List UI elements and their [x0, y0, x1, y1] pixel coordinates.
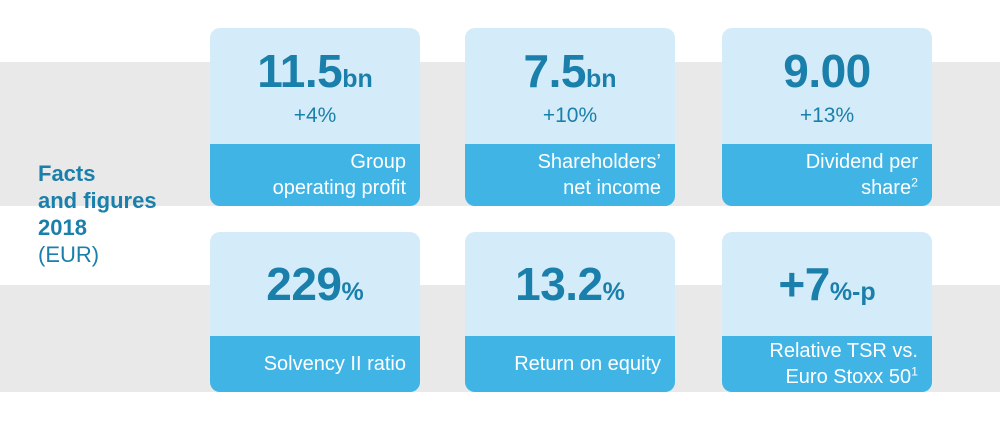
title-line-1: Facts	[38, 161, 96, 186]
kpi-value-area: 9.00 +13%	[722, 28, 932, 144]
kpi-label-line-1: Solvency II ratio	[263, 353, 406, 375]
kpi-label-line-1: Return on equity	[514, 353, 661, 375]
title-currency: (EUR)	[38, 242, 100, 267]
kpi-value-area: 7.5bn +10%	[465, 28, 675, 144]
kpi-value-line: 229%	[266, 257, 363, 311]
kpi-unit: %	[602, 278, 625, 306]
kpi-label-line-2-text: Euro Stoxx 50	[785, 366, 912, 388]
kpi-value-area: 11.5bn +4%	[210, 28, 420, 144]
kpi-unit: bn	[585, 65, 617, 93]
kpi-card-dividend-per-share: 9.00 +13% Dividend per share2	[722, 28, 932, 206]
kpi-delta: +4%	[293, 104, 337, 127]
kpi-label-footnote: 1	[911, 364, 918, 379]
kpi-label-line-2: net income	[563, 175, 661, 201]
kpi-unit: bn	[342, 65, 373, 93]
kpi-unit: %	[341, 278, 364, 306]
kpi-value: 11.5	[257, 45, 343, 97]
kpi-card-shareholders-net-income: 7.5bn +10% Shareholders’ net income	[465, 28, 675, 206]
kpi-label-line-2: operating profit	[273, 175, 406, 201]
kpi-label-line-1: Shareholders’	[537, 151, 661, 173]
kpi-label-line-2-text: share	[861, 177, 912, 199]
kpi-label-line-1: Group	[350, 151, 406, 173]
kpi-value-line: 7.5bn	[524, 44, 617, 98]
kpi-value: 229	[266, 258, 342, 310]
kpi-label-line-2-text: operating profit	[272, 177, 406, 199]
kpi-value-line: 11.5bn	[257, 44, 373, 98]
kpi-label: Shareholders’ net income	[465, 144, 675, 206]
kpi-label: Solvency II ratio	[210, 336, 420, 392]
kpi-value-line: 13.2%	[515, 257, 625, 311]
kpi-label: Group operating profit	[210, 144, 420, 206]
kpi-value: 7.5	[523, 45, 587, 97]
kpi-label-line-1: Dividend per	[805, 151, 918, 173]
kpi-value-area: 229%	[210, 232, 420, 336]
kpi-unit: %-p	[829, 278, 876, 306]
slide-title: Facts and figures 2018 (EUR)	[38, 160, 157, 268]
kpi-label-line-2: Euro Stoxx 501	[785, 364, 918, 390]
kpi-card-solvency-ratio: 229% Solvency II ratio	[210, 232, 420, 392]
kpi-delta: +10%	[542, 104, 598, 127]
kpi-card-group-operating-profit: 11.5bn +4% Group operating profit	[210, 28, 420, 206]
kpi-value-area: 13.2%	[465, 232, 675, 336]
kpi-label-line-1: Relative TSR vs.	[769, 340, 918, 362]
kpi-label-footnote: 2	[911, 175, 918, 190]
kpi-label: Dividend per share2	[722, 144, 932, 206]
kpi-value: +7	[778, 258, 830, 310]
kpi-value: 13.2	[515, 258, 603, 310]
kpi-label-line-2: share2	[861, 175, 918, 201]
kpi-card-relative-tsr: +7%-p Relative TSR vs. Euro Stoxx 501	[722, 232, 932, 392]
title-line-2: and figures	[38, 188, 157, 213]
kpi-delta: +13%	[799, 104, 855, 127]
title-line-3: 2018	[38, 215, 87, 240]
kpi-label: Relative TSR vs. Euro Stoxx 501	[722, 336, 932, 392]
kpi-value: 9.00	[783, 45, 871, 97]
kpi-label-line-2-text: net income	[563, 177, 661, 199]
kpi-card-return-on-equity: 13.2% Return on equity	[465, 232, 675, 392]
kpi-value-line: 9.00	[783, 44, 871, 98]
kpi-label: Return on equity	[465, 336, 675, 392]
kpi-value-line: +7%-p	[778, 257, 875, 311]
kpi-value-area: +7%-p	[722, 232, 932, 336]
